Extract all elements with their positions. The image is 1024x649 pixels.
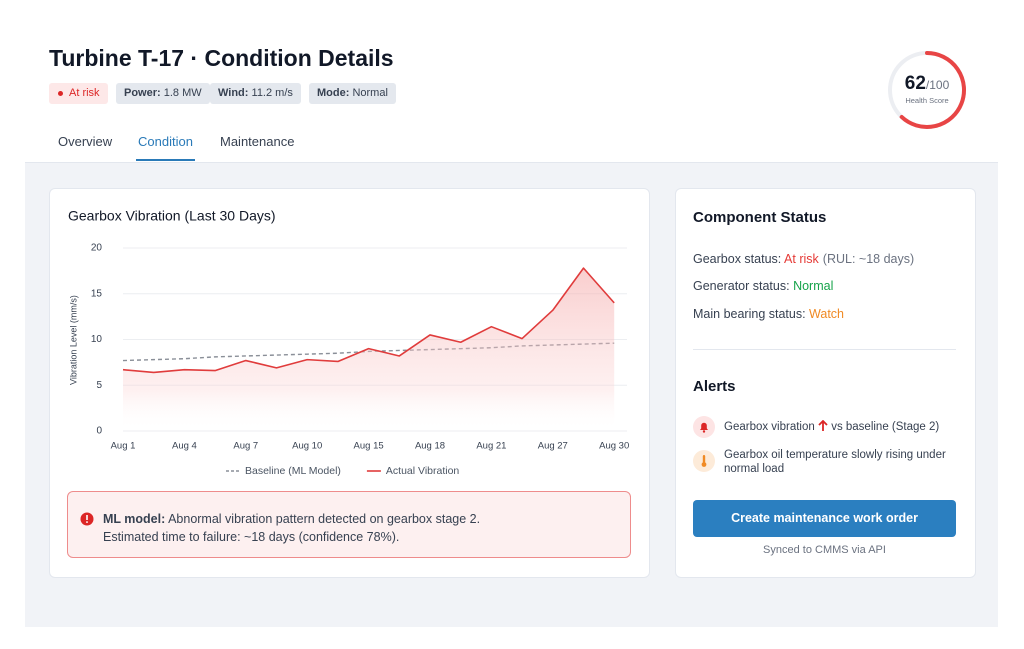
chart: Gearbox Vibration (Last 30 Days) Vibrati… (68, 208, 629, 477)
x-tick-label: Aug 15 (354, 441, 384, 452)
divider (693, 349, 956, 350)
alert-icon (80, 512, 94, 526)
badge: Mode: Normal (309, 83, 396, 104)
status-label: Generator status: (693, 279, 790, 293)
x-tick-label: Aug 7 (233, 441, 258, 452)
alert-text: vs baseline (Stage 2) (831, 421, 940, 433)
bell-icon (693, 416, 715, 438)
legend-label: Baseline (ML Model) (245, 465, 341, 477)
tab[interactable]: Condition (138, 134, 193, 149)
sync-note: Synced to CMMS via API (763, 544, 886, 556)
badge-value: 11.2 m/s (251, 87, 293, 99)
x-tick-label: Aug 18 (415, 441, 445, 452)
work-order-button[interactable]: Create maintenance work order (693, 500, 956, 537)
badge-value: Normal (352, 87, 388, 99)
alert-text: Abnormal vibration pattern detected on g… (168, 512, 481, 526)
y-tick-label: 5 (96, 380, 102, 391)
y-tick-label: 0 (96, 426, 102, 437)
alert-text: Gearbox vibration (724, 421, 815, 433)
alert-detail: Estimated time to failure: ~18 days (con… (103, 530, 400, 544)
up-arrow-icon (818, 419, 828, 431)
x-tick-label: Aug 21 (476, 441, 506, 452)
alert-message: ML model: Abnormal vibration pattern det… (103, 512, 480, 526)
thermometer-icon (693, 450, 715, 472)
status-note: (RUL: ~18 days) (822, 252, 915, 266)
alert-item: Gearbox vibration vs baseline (Stage 2) (724, 419, 940, 433)
health-gauge: 62 /100 Health Score (888, 51, 966, 129)
x-tick-label: Aug 27 (538, 441, 568, 452)
status-row: Generator status: Normal (693, 279, 833, 293)
health-score: 62 (905, 73, 926, 94)
tab-underline (136, 159, 195, 161)
gauge-arc (899, 51, 966, 129)
x-tick-label: Aug 30 (599, 441, 629, 452)
badge-key: Wind: (218, 87, 249, 99)
health-label: Health Score (905, 96, 948, 105)
data-line (122, 267, 615, 374)
x-tick-label: Aug 1 (111, 441, 136, 452)
y-tick-label: 15 (91, 288, 103, 299)
section-title: Component Status (693, 209, 827, 226)
x-tick-label: Aug 10 (292, 441, 322, 452)
status-row: Main bearing status: Watch (693, 307, 844, 321)
badge-value: 1.8 MW (163, 87, 202, 99)
badge-key: Mode: (317, 87, 350, 99)
y-axis-label: Vibration Level (mm/s) (68, 295, 78, 385)
y-tick-label: 20 (91, 243, 103, 254)
status-value: Watch (809, 307, 845, 321)
y-tick-label: 10 (91, 334, 103, 345)
x-tick-label: Aug 4 (172, 441, 197, 452)
chart-title: Gearbox Vibration (Last 30 Days) (68, 208, 276, 224)
status-label: Gearbox status: (693, 252, 782, 266)
badge: Power: 1.8 MW (116, 83, 210, 104)
status-badge: At risk (49, 83, 108, 104)
badge: Wind: 11.2 m/s (210, 83, 301, 104)
page-title: Turbine T-17 · Condition Details (49, 45, 394, 71)
status-value: Normal (793, 279, 834, 293)
tab[interactable]: Maintenance (220, 134, 295, 149)
alert-label: ML model: (103, 512, 166, 526)
area (123, 268, 615, 431)
status-value: At risk (784, 252, 819, 266)
legend-label: Actual Vibration (386, 465, 460, 477)
ml-alert (67, 491, 631, 558)
alert-item: Gearbox oil temperature slowly rising un… (724, 449, 946, 475)
status-label: Main bearing status: (693, 307, 806, 321)
section-title: Alerts (693, 378, 736, 395)
tab[interactable]: Overview (58, 134, 113, 149)
badge-key: Power: (124, 87, 161, 99)
health-max: /100 (926, 78, 950, 92)
status-row: Gearbox status: At risk (RUL: ~18 days) (693, 252, 914, 266)
